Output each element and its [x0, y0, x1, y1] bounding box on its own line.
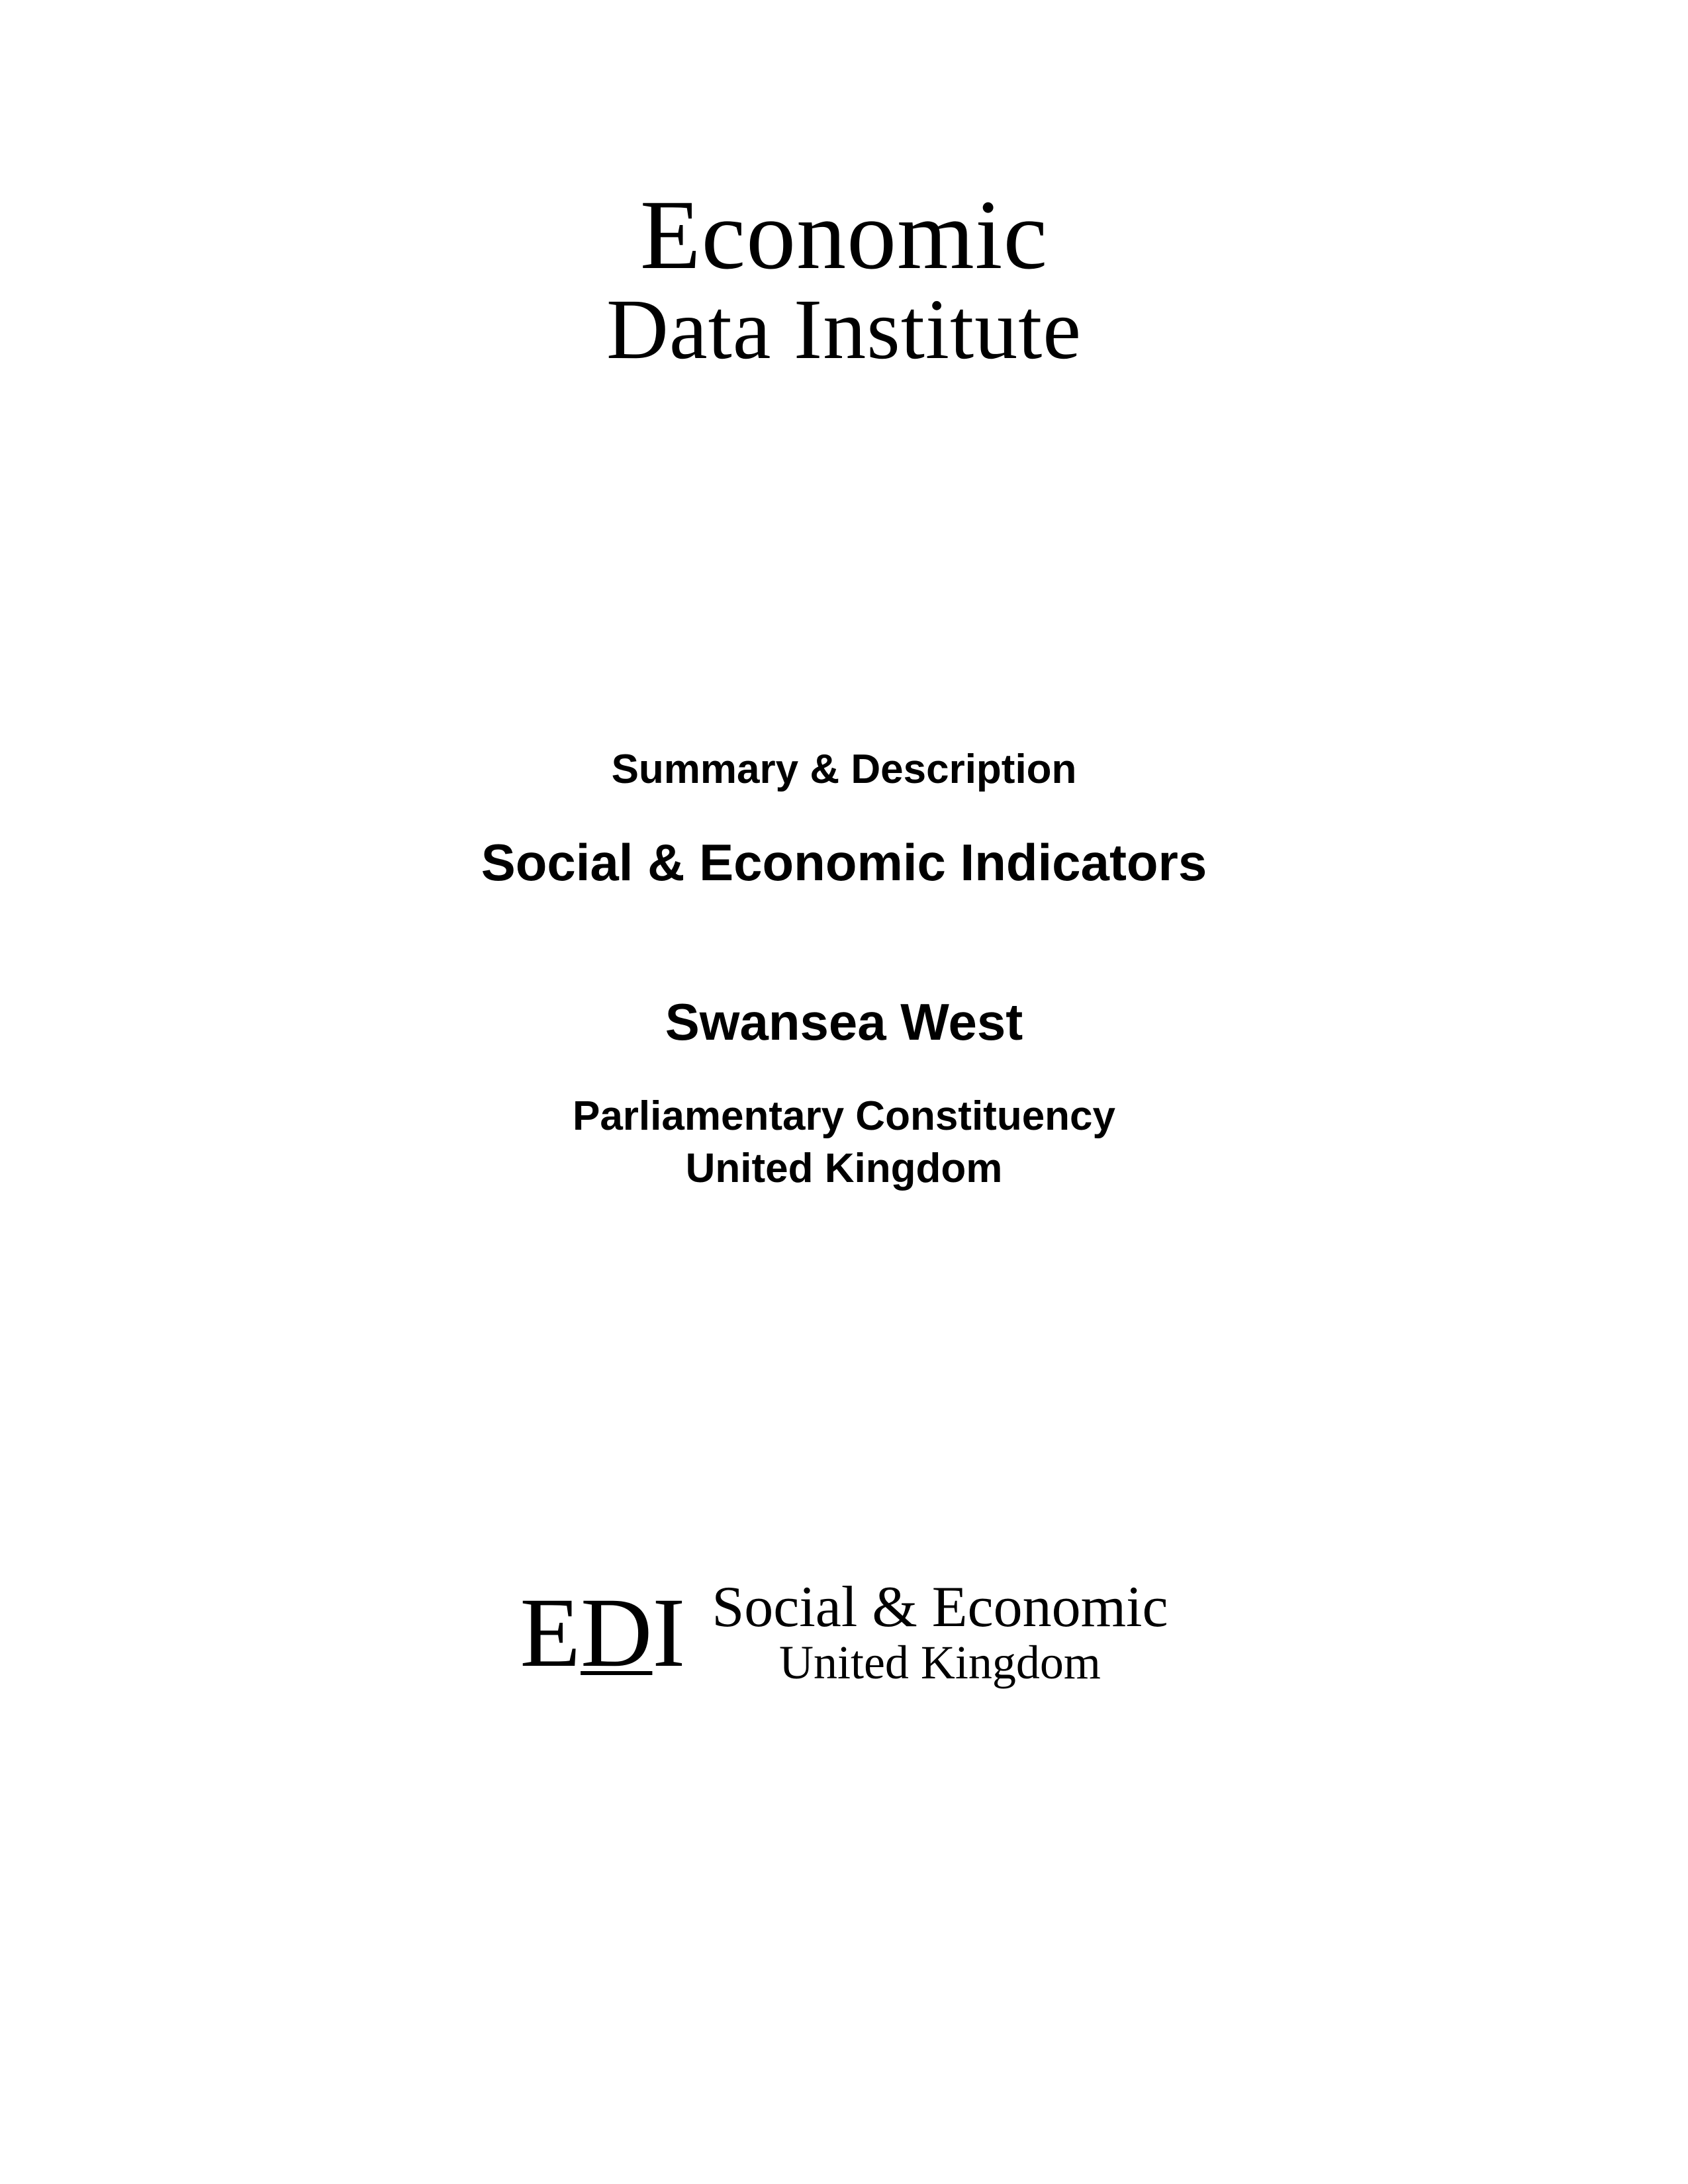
bottom-logo-line1: Social & Economic [712, 1577, 1168, 1638]
edi-letter-i: I [652, 1576, 685, 1690]
bottom-logo-text: Social & Economic United Kingdom [712, 1577, 1168, 1688]
constituency-label: Parliamentary Constituency [573, 1092, 1115, 1141]
summary-description-label: Summary & Description [612, 746, 1077, 793]
edi-logo-mark: EDI [520, 1576, 685, 1690]
bottom-logo: EDI Social & Economic United Kingdom [520, 1576, 1168, 1690]
document-page: Economic Data Institute Summary & Descri… [0, 0, 1688, 2184]
top-logo: Economic Data Institute [606, 185, 1082, 375]
top-logo-line1: Economic [606, 185, 1082, 285]
location-name: Swansea West [665, 992, 1023, 1052]
edi-letter-e: E [520, 1576, 581, 1690]
main-title: Social & Economic Indicators [481, 833, 1207, 893]
bottom-logo-line2: United Kingdom [712, 1638, 1168, 1688]
country-label: United Kingdom [686, 1145, 1003, 1192]
top-logo-line2: Data Institute [606, 285, 1082, 375]
edi-letter-d: D [581, 1576, 652, 1690]
